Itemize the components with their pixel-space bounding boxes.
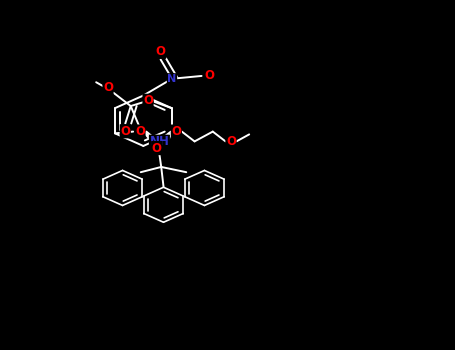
Text: O: O: [172, 125, 182, 138]
Text: O: O: [205, 69, 215, 83]
Text: O: O: [135, 125, 145, 138]
Text: O: O: [120, 125, 130, 138]
Text: O: O: [103, 81, 113, 94]
Text: O: O: [226, 135, 236, 148]
Text: N: N: [167, 74, 177, 84]
Text: NH: NH: [150, 135, 169, 148]
Text: O: O: [156, 45, 166, 58]
Text: O: O: [143, 94, 153, 107]
Text: O: O: [152, 141, 162, 155]
